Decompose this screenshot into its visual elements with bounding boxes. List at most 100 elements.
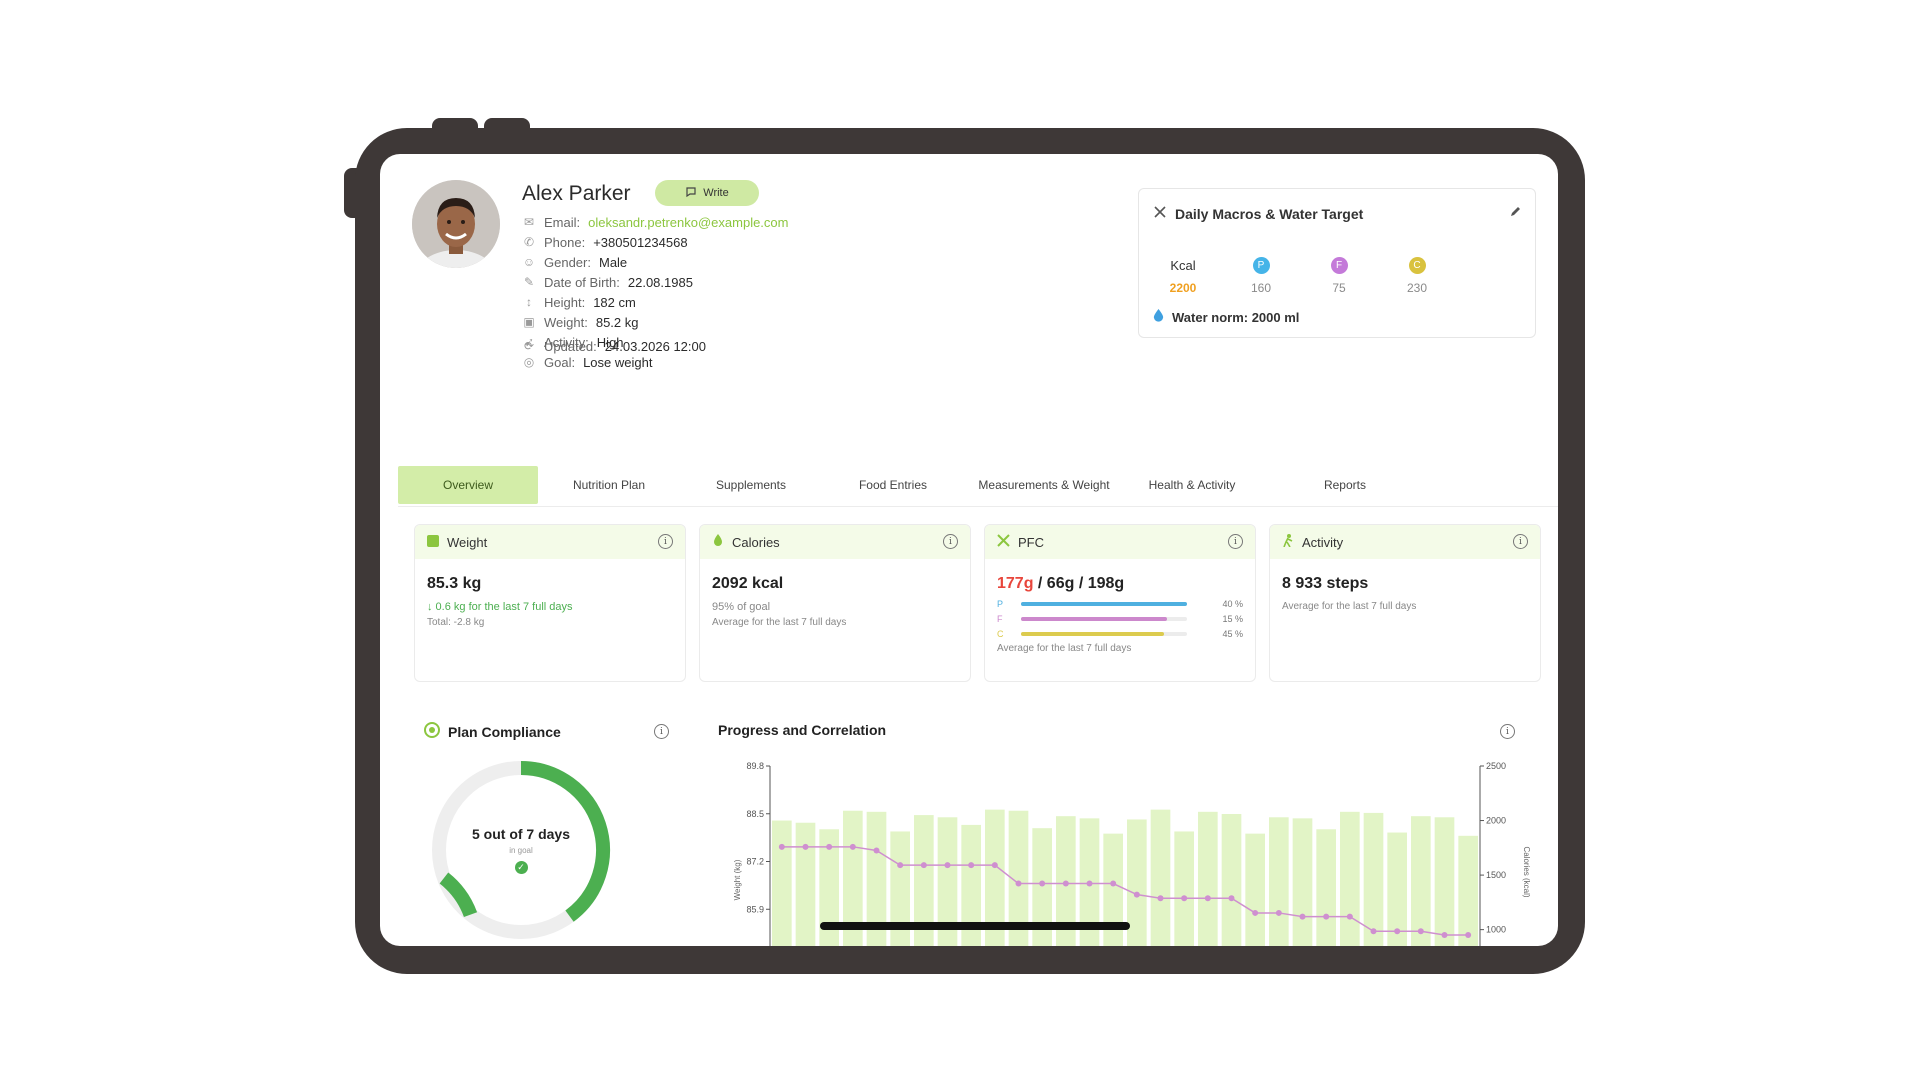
y2-tick-label: 1500 xyxy=(1486,870,1506,880)
y2-tick-label: 2500 xyxy=(1486,761,1506,771)
field-label: Email: xyxy=(544,214,581,230)
progress-chart: 89.8 88.5 87.2 85.9 2500 2000 1500 1000 Weight (… xyxy=(733,761,1530,946)
pfc-bar-row: P 40 % xyxy=(997,599,1243,609)
calorie-bar xyxy=(1434,817,1455,946)
calorie-bar xyxy=(819,829,839,946)
calorie-bar xyxy=(1316,829,1336,946)
weight-point xyxy=(1370,928,1377,935)
y2-tick-label: 2000 xyxy=(1486,816,1506,826)
field-label: Goal: xyxy=(544,354,576,370)
phone-icon: ✆ xyxy=(523,235,535,249)
weight-value: 85.3 kg xyxy=(427,575,482,592)
field-value[interactable]: oleksandr.petrenko@example.com xyxy=(588,214,789,230)
profile-field-row: ✎ Date of Birth: 22.08.1985 xyxy=(522,272,693,292)
calorie-bar xyxy=(961,824,981,946)
field-value: +380501234568 xyxy=(593,234,688,250)
info-icon[interactable]: i xyxy=(943,534,958,549)
pfc-bar-fill xyxy=(1021,602,1187,606)
activity-card-header: Activity i xyxy=(1270,525,1540,559)
tab-supplements[interactable]: Supplements xyxy=(715,478,787,492)
weight-point xyxy=(1228,895,1235,902)
protein-dot: P xyxy=(1252,256,1270,274)
calorie-bar xyxy=(1458,835,1478,946)
carbs-value: 230 xyxy=(1406,281,1428,295)
updated-row: ⟳ Updated: 24.03.2026 12:00 xyxy=(522,336,706,356)
pfc-bar-row: C 45 % xyxy=(997,629,1243,639)
weight-point xyxy=(1157,895,1164,902)
macro-carbs: C 230 xyxy=(1377,255,1457,295)
y-tick-label: 87.2 xyxy=(746,857,764,867)
refresh-icon: ⟳ xyxy=(523,339,535,353)
water-norm: Water norm: 2000 ml xyxy=(1153,309,1299,325)
activity-card: Activity i 8 933 steps Average for the l… xyxy=(1269,524,1541,682)
weight-point xyxy=(778,843,785,850)
info-icon[interactable]: i xyxy=(658,534,673,549)
weight-point xyxy=(1323,913,1330,920)
y-tick-label: 88.5 xyxy=(746,809,764,819)
profile-field-row: ☺ Gender: Male xyxy=(522,252,627,272)
field-label: Activity: xyxy=(544,334,589,350)
app-screen: Alex Parker Write ✉ Email: oleksandr.petre… xyxy=(380,154,1558,946)
updated-label: Updated: xyxy=(544,338,597,354)
tab-measurements-weight[interactable]: Measurements & Weight xyxy=(978,478,1110,492)
weight-point xyxy=(991,862,998,869)
tab-reports[interactable]: Reports xyxy=(1323,478,1366,492)
tab-health-activity[interactable]: Health & Activity xyxy=(1148,478,1236,492)
pfc-bar-pct: 40 % xyxy=(1222,599,1243,609)
weight-point xyxy=(1062,880,1069,887)
weight-change: ↓ 0.6 kg for the last 7 full days xyxy=(427,601,573,613)
weight-point xyxy=(1204,895,1211,902)
pfc-card-title: PFC xyxy=(1018,534,1044,550)
scale-icon xyxy=(427,534,439,550)
write-button[interactable]: Write xyxy=(655,180,759,206)
home-indicator xyxy=(820,922,1130,930)
weight-card: Weight i 85.3 kg ↓ 0.6 kg for the last 7… xyxy=(414,524,686,682)
calorie-bar xyxy=(1411,816,1431,946)
macro-protein: P 160 xyxy=(1221,255,1301,295)
compliance-info-icon[interactable]: i xyxy=(654,724,669,739)
info-icon[interactable]: i xyxy=(1513,534,1528,549)
weight-point xyxy=(873,847,880,854)
compliance-gauge xyxy=(432,761,610,939)
tab-food-entries[interactable]: Food Entries xyxy=(858,478,928,492)
tab-overview[interactable]: Overview xyxy=(398,466,538,504)
scale-icon: ▣ xyxy=(523,315,535,329)
tab-nutrition-plan[interactable]: Nutrition Plan xyxy=(572,478,646,492)
calorie-bar xyxy=(1150,809,1171,946)
profile-field-row: ↕ Height: 182 cm xyxy=(522,292,636,312)
field-label: Gender: xyxy=(544,254,591,270)
y-tick-label: 89.8 xyxy=(746,761,764,771)
activity-value: 8 933 steps xyxy=(1282,575,1369,592)
person-icon: ☺ xyxy=(522,255,536,269)
y2-axis-label: Calories (kcal) xyxy=(1522,846,1530,897)
calorie-bar xyxy=(772,820,792,946)
weight-point xyxy=(1441,931,1448,938)
water-norm-text: Water norm: 2000 ml xyxy=(1172,309,1300,325)
weight-total: Total: -2.8 kg xyxy=(427,617,485,628)
weight-line xyxy=(781,846,1469,936)
macros-title-text: Daily Macros & Water Target xyxy=(1175,205,1364,222)
kcal-value: 2200 xyxy=(1169,281,1197,295)
pfc-card: PFC i 177g / 66g / 198g P 40 % F 15 % C 45 % … xyxy=(984,524,1256,682)
weight-point xyxy=(1039,880,1046,887)
info-icon[interactable]: i xyxy=(1228,534,1243,549)
field-value: 85.2 kg xyxy=(595,314,639,330)
weight-point xyxy=(920,862,927,869)
fat-value: 75 xyxy=(1332,281,1346,295)
pfc-bar-row: F 15 % xyxy=(997,614,1243,624)
calories-card-title: Calories xyxy=(732,534,780,550)
gauge-progress-arc xyxy=(520,761,610,922)
target-icon xyxy=(424,722,440,741)
calorie-bar xyxy=(866,811,887,946)
calorie-bar xyxy=(1103,833,1123,946)
calories-goal-pct: 95% of goal xyxy=(712,601,771,613)
edit-pencil-icon[interactable] xyxy=(1509,205,1521,223)
field-value: High xyxy=(596,334,624,350)
activity-card-title: Activity xyxy=(1302,534,1344,550)
tab-bar: Overview Nutrition Plan Supplements Food… xyxy=(398,466,1558,507)
daily-macros-card: Daily Macros & Water Target Kcal 2200 P … xyxy=(1138,188,1536,338)
activity-note: Average for the last 7 full days xyxy=(1282,601,1417,612)
macros-title: Daily Macros & Water Target xyxy=(1153,205,1363,222)
weight-point xyxy=(1417,928,1424,935)
chart-info-icon[interactable]: i xyxy=(1500,724,1515,739)
